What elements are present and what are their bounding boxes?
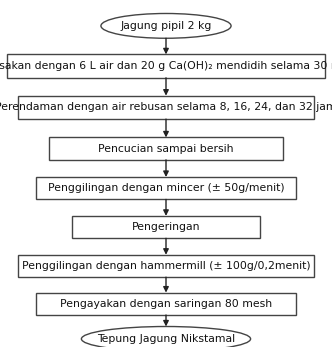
Text: Pencucian sampai bersih: Pencucian sampai bersih: [98, 144, 234, 154]
Text: Penggilingan dengan mincer (± 50g/menit): Penggilingan dengan mincer (± 50g/menit): [48, 183, 284, 193]
Text: Tepung Jagung Nikstamal: Tepung Jagung Nikstamal: [97, 334, 235, 344]
Text: Pengayakan dengan saringan 80 mesh: Pengayakan dengan saringan 80 mesh: [60, 299, 272, 309]
Text: Pengeringan: Pengeringan: [132, 222, 200, 232]
Text: Penggilingan dengan hammermill (± 100g/0,2menit): Penggilingan dengan hammermill (± 100g/0…: [22, 261, 310, 271]
Text: Perendaman dengan air rebusan selama 8, 16, 24, dan 32 jam: Perendaman dengan air rebusan selama 8, …: [0, 102, 332, 112]
Text: Jagung pipil 2 kg: Jagung pipil 2 kg: [120, 21, 212, 31]
Text: Pemasakan dengan 6 L air dan 20 g Ca(OH)₂ mendidih selama 30 menit: Pemasakan dengan 6 L air dan 20 g Ca(OH)…: [0, 61, 332, 71]
